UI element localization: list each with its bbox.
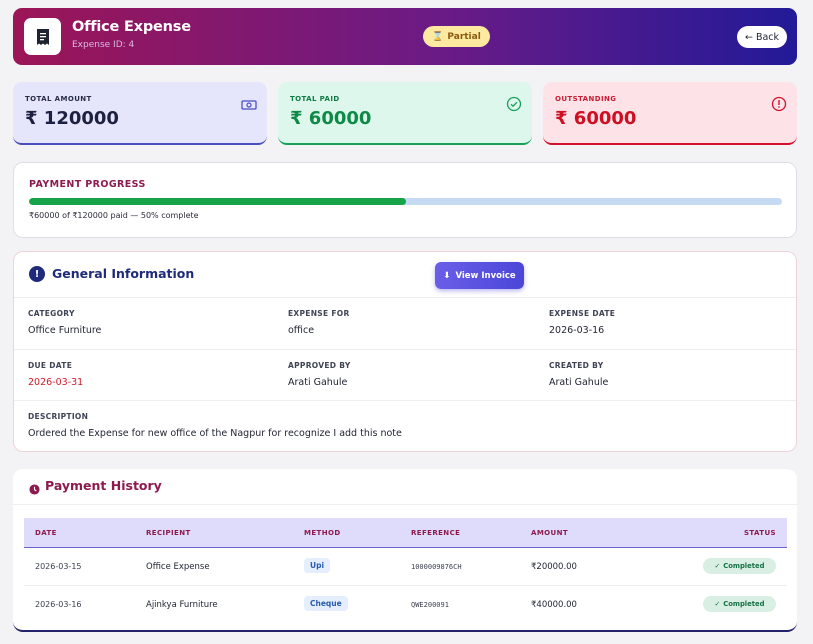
alert-circle-icon (771, 96, 787, 116)
total-paid-value: ₹ 60000 (290, 108, 372, 129)
field-value: 2026-03-16 (549, 325, 605, 336)
outstanding-label: OUTSTANDING (555, 95, 617, 103)
total-amount-label: TOTAL AMOUNT (25, 95, 92, 103)
field-category: CATEGORY Office Furniture (28, 309, 101, 336)
general-info-card: ! General Information ⬇ View Invoice CAT… (13, 251, 797, 452)
column-header-method: METHOD (304, 529, 341, 537)
field-value: Arati Gahule (288, 377, 348, 388)
method-badge: Cheque (304, 596, 348, 611)
cell-recipient: Office Expense (146, 562, 210, 572)
cell-reference: 1000009876CH (411, 563, 462, 571)
outstanding-card: OUTSTANDING ₹ 60000 (543, 82, 797, 145)
method-badge: Upi (304, 558, 331, 573)
field-label: EXPENSE DATE (549, 309, 616, 318)
field-due-date: DUE DATE 2026-03-31 (28, 361, 83, 388)
field-label: CATEGORY (28, 309, 75, 318)
cell-date: 2026-03-15 (35, 562, 82, 571)
payment-progress-card: PAYMENT PROGRESS ₹60000 of ₹120000 paid … (13, 162, 797, 238)
check-icon: ✓ (714, 562, 721, 570)
check-icon: ✓ (714, 600, 721, 608)
outstanding-value: ₹ 60000 (555, 108, 637, 129)
field-label: EXPENSE FOR (288, 309, 350, 318)
cash-icon (241, 96, 257, 115)
field-value: Arati Gahule (549, 377, 609, 388)
general-info-title: General Information (52, 266, 195, 281)
total-amount-value: ₹ 120000 (25, 108, 119, 129)
page-header: Office Expense Expense ID: 4 ⌛ Partial ←… (13, 8, 797, 65)
field-created-by: CREATED BY Arati Gahule (549, 361, 608, 388)
view-invoice-button[interactable]: ⬇ View Invoice (435, 262, 524, 289)
field-label: DUE DATE (28, 361, 73, 370)
divider (14, 349, 796, 350)
total-amount-card: TOTAL AMOUNT ₹ 120000 (13, 82, 267, 145)
arrow-left-icon: ← (744, 31, 753, 43)
table-row: 2026-03-16 Ajinkya Furniture Cheque QWE2… (24, 585, 787, 622)
total-paid-label: TOTAL PAID (290, 95, 340, 103)
back-button-label: Back (755, 31, 780, 43)
clock-icon (29, 480, 40, 499)
divider (14, 400, 796, 401)
expense-id: Expense ID: 4 (72, 40, 135, 50)
status-badge: ✓ Completed (703, 596, 776, 612)
payment-history-title: Payment History (45, 478, 162, 493)
check-circle-icon (506, 96, 522, 116)
status-label: Completed (723, 562, 765, 570)
field-label: CREATED BY (549, 361, 604, 370)
status-badge-label: Partial (447, 31, 481, 42)
receipt-icon (24, 18, 61, 55)
cell-amount: ₹20000.00 (531, 562, 577, 572)
field-label: APPROVED BY (288, 361, 351, 370)
table-row: 2026-03-15 Office Expense Upi 1000009876… (24, 548, 787, 585)
cell-reference: QWE200091 (411, 601, 449, 609)
column-header-status: STATUS (743, 529, 776, 537)
payment-history-card: Payment History DATE RECIPIENT METHOD RE… (13, 469, 797, 632)
total-paid-card: TOTAL PAID ₹ 60000 (278, 82, 532, 145)
cell-recipient: Ajinkya Furniture (146, 600, 218, 610)
field-approved-by: APPROVED BY Arati Gahule (288, 361, 351, 388)
field-expense-for: EXPENSE FOR office (288, 309, 350, 336)
table-header: DATE RECIPIENT METHOD REFERENCE AMOUNT S… (24, 518, 787, 548)
field-value: Ordered the Expense for new office of th… (28, 428, 402, 439)
download-icon: ⬇ (443, 270, 451, 281)
field-label: DESCRIPTION (28, 412, 89, 421)
info-icon: ! (29, 266, 45, 282)
page-title: Office Expense (72, 19, 191, 35)
payment-progress-title: PAYMENT PROGRESS (29, 179, 146, 190)
cell-amount: ₹40000.00 (531, 600, 577, 610)
field-description: DESCRIPTION Ordered the Expense for new … (28, 412, 402, 439)
hourglass-icon: ⌛ (432, 31, 444, 42)
status-badge: ⌛ Partial (423, 26, 490, 47)
progress-bar-fill (29, 198, 406, 205)
field-expense-date: EXPENSE DATE 2026-03-16 (549, 309, 615, 336)
progress-bar (29, 198, 782, 205)
field-value: office (288, 325, 315, 336)
column-header-amount: AMOUNT (531, 529, 569, 537)
column-header-recipient: RECIPIENT (146, 529, 191, 537)
view-invoice-label: View Invoice (455, 270, 516, 281)
status-badge: ✓ Completed (703, 558, 776, 574)
divider (14, 297, 796, 298)
field-value: Office Furniture (28, 325, 102, 336)
column-header-date: DATE (35, 529, 57, 537)
column-header-reference: REFERENCE (411, 529, 461, 537)
divider (13, 504, 797, 505)
field-value: 2026-03-31 (28, 377, 84, 388)
cell-date: 2026-03-16 (35, 600, 82, 609)
status-label: Completed (723, 600, 765, 608)
back-button[interactable]: ← Back (737, 26, 787, 48)
progress-text: ₹60000 of ₹120000 paid — 50% complete (29, 211, 199, 220)
